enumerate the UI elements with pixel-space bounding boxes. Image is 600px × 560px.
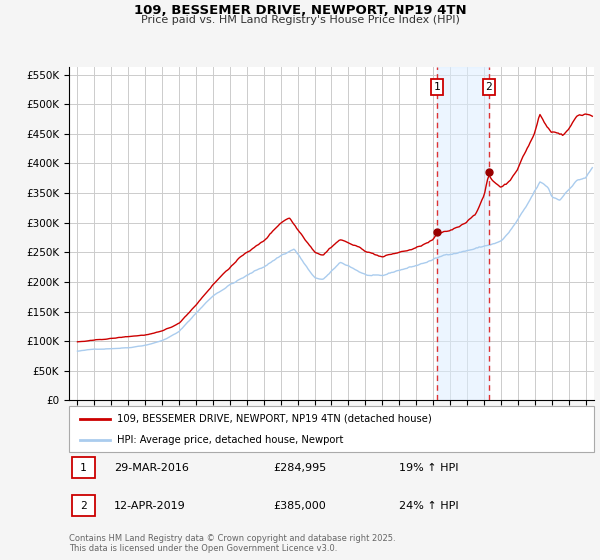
Text: £385,000: £385,000 [273,501,326,511]
Text: 109, BESSEMER DRIVE, NEWPORT, NP19 4TN (detached house): 109, BESSEMER DRIVE, NEWPORT, NP19 4TN (… [117,414,432,424]
Text: Contains HM Land Registry data © Crown copyright and database right 2025.
This d: Contains HM Land Registry data © Crown c… [69,534,395,553]
Text: HPI: Average price, detached house, Newport: HPI: Average price, detached house, Newp… [117,436,343,445]
Text: 12-APR-2019: 12-APR-2019 [114,501,186,511]
Text: 109, BESSEMER DRIVE, NEWPORT, NP19 4TN: 109, BESSEMER DRIVE, NEWPORT, NP19 4TN [134,4,466,17]
Text: 1: 1 [80,463,87,473]
Text: 29-MAR-2016: 29-MAR-2016 [114,463,189,473]
Text: 19% ↑ HPI: 19% ↑ HPI [399,463,458,473]
Text: 2: 2 [80,501,87,511]
Bar [437,67,488,400]
Text: 24% ↑ HPI: 24% ↑ HPI [399,501,458,511]
Text: £284,995: £284,995 [273,463,326,473]
Text: 1: 1 [434,82,440,92]
Text: 2: 2 [485,82,492,92]
Text: Price paid vs. HM Land Registry's House Price Index (HPI): Price paid vs. HM Land Registry's House … [140,15,460,25]
